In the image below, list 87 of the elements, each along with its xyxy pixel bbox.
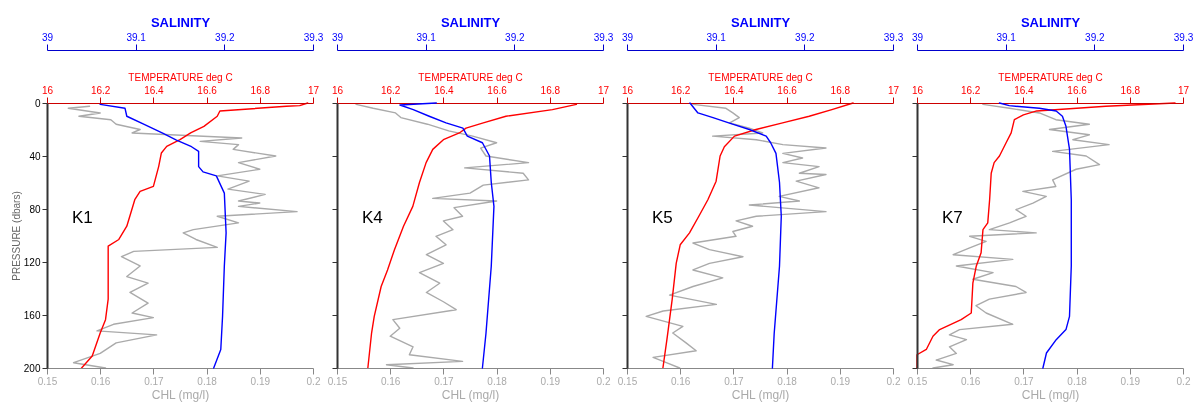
x-tick-label: 39.2: [1085, 31, 1105, 43]
x-tick-label: 0.19: [830, 375, 851, 387]
x2-tick-label: 16.2: [380, 84, 401, 96]
x-tick-label: 0.16: [670, 375, 691, 387]
x-tick-label: 39.1: [416, 31, 437, 43]
x2-tick-label: 16.4: [434, 84, 455, 96]
annotation: K5: [652, 208, 673, 227]
x2-tick-label: 16.2: [960, 84, 981, 96]
x-tick-label: 0.17: [434, 375, 455, 387]
x-tick-label: 39.3: [1173, 31, 1194, 43]
x2-tick-label: 16.4: [144, 84, 165, 96]
x2-axis-title: TEMPERATURE deg C: [998, 71, 1103, 83]
x-tick-label: 39.1: [126, 31, 147, 43]
x-axis-title: CHL (mg/l): [151, 387, 210, 402]
x-tick-label: 0.18: [777, 375, 798, 387]
x2-tick-label: 17: [1177, 84, 1190, 96]
x-tick-label: 0.15: [327, 375, 348, 387]
x2-tick-label: 16.8: [830, 84, 851, 96]
y-tick-label: 200: [23, 362, 41, 374]
y-tick-label: 160: [23, 309, 41, 321]
y-axis-title: PRESSURE (dbars): [10, 191, 22, 281]
x2-tick-label: 16.8: [250, 84, 271, 96]
x2-axis-title: TEMPERATURE deg C: [418, 71, 523, 83]
x2-tick-label: 16.8: [540, 84, 561, 96]
x-tick-label: 39: [911, 31, 924, 43]
x2-tick-label: 16.2: [90, 84, 111, 96]
x2-tick-label: 16.4: [1014, 84, 1035, 96]
x2-tick-label: 16.4: [724, 84, 745, 96]
x-tick-label: 0.19: [1120, 375, 1141, 387]
x-tick-label: 0.15: [907, 375, 928, 387]
x-tick-label: 39.1: [706, 31, 727, 43]
x2-tick-label: 16.6: [197, 84, 218, 96]
x2-axis-title: TEMPERATURE deg C: [708, 71, 813, 83]
x-tick-label: 0.19: [540, 375, 561, 387]
x-tick-label: 0.16: [960, 375, 981, 387]
x-axis-title: SALINITY: [440, 14, 501, 30]
x-tick-label: 39: [331, 31, 344, 43]
x2-tick-label: 16.8: [1120, 84, 1141, 96]
x-tick-label: 0.2: [596, 375, 611, 387]
x2-tick-label: 16: [911, 84, 924, 96]
x2-tick-label: 16.6: [777, 84, 798, 96]
x-tick-label: 39.2: [505, 31, 525, 43]
x-tick-label: 39.2: [795, 31, 815, 43]
x-tick-label: 39.3: [303, 31, 324, 43]
x-tick-label: 39.3: [593, 31, 614, 43]
y-tick-label: 0: [34, 97, 41, 109]
x2-tick-label: 16: [41, 84, 54, 96]
y-tick-label: 80: [29, 203, 41, 215]
x-tick-label: 39: [41, 31, 54, 43]
x2-tick-label: 17: [597, 84, 610, 96]
x2-tick-label: 16: [621, 84, 634, 96]
x-tick-label: 0.19: [250, 375, 271, 387]
x-tick-label: 0.17: [1014, 375, 1035, 387]
x2-tick-label: 16.6: [487, 84, 508, 96]
x-tick-label: 0.2: [1176, 375, 1191, 387]
x-tick-label: 0.2: [306, 375, 321, 387]
x-tick-label: 39.1: [996, 31, 1017, 43]
y-tick-label: 40: [29, 150, 41, 162]
x-tick-label: 0.18: [1067, 375, 1088, 387]
x-axis-title: SALINITY: [730, 14, 791, 30]
annotation: K7: [942, 208, 963, 227]
x-tick-label: 39: [621, 31, 634, 43]
x-axis-title: CHL (mg/l): [441, 387, 500, 402]
x-tick-label: 0.18: [487, 375, 508, 387]
x-tick-label: 0.16: [380, 375, 401, 387]
x-tick-label: 0.17: [724, 375, 745, 387]
x-tick-label: 0.16: [90, 375, 111, 387]
annotation: K1: [72, 208, 93, 227]
x-tick-label: 0.18: [197, 375, 218, 387]
x2-tick-label: 16: [331, 84, 344, 96]
x-axis-title: CHL (mg/l): [731, 387, 790, 402]
x2-axis-title: TEMPERATURE deg C: [128, 71, 233, 83]
x-tick-label: 0.15: [37, 375, 58, 387]
x-tick-label: 39.2: [215, 31, 235, 43]
x2-tick-label: 16.2: [670, 84, 691, 96]
x-axis-title: SALINITY: [1020, 14, 1081, 30]
x-axis-title: CHL (mg/l): [1021, 387, 1080, 402]
x-tick-label: 0.15: [617, 375, 638, 387]
x2-tick-label: 16.6: [1067, 84, 1088, 96]
x-tick-label: 0.17: [144, 375, 165, 387]
x2-tick-label: 17: [887, 84, 900, 96]
x2-tick-label: 17: [307, 84, 320, 96]
x-tick-label: 39.3: [883, 31, 904, 43]
y-tick-label: 120: [23, 256, 41, 268]
x-tick-label: 0.2: [886, 375, 901, 387]
x-axis-title: SALINITY: [150, 14, 211, 30]
annotation: K4: [362, 208, 383, 227]
